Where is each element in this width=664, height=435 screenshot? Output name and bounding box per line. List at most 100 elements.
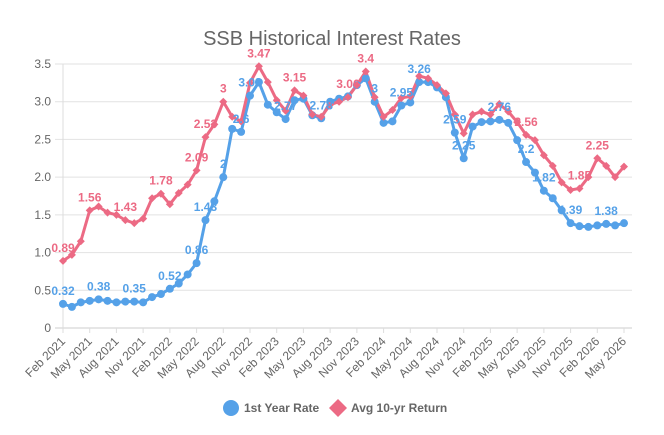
data-point (522, 130, 531, 139)
legend-item-1st-year-rate[interactable]: 1st Year Rate (244, 401, 319, 415)
data-point (246, 91, 254, 100)
series-layer (59, 62, 628, 311)
data-label: 0.89 (51, 241, 75, 255)
data-point (326, 100, 335, 109)
data-labels: 0.32 0.38 0.35 0.520.86 1.43 2 2.6 3.08 2.77 2.78… (51, 46, 618, 298)
data-point (281, 106, 290, 115)
data-point (219, 173, 228, 182)
data-point (183, 180, 192, 189)
data-label: 0.35 (123, 282, 147, 296)
data-label: 3.06 (336, 77, 360, 91)
data-point (85, 206, 94, 215)
data-label: 3 (371, 82, 378, 96)
data-point (468, 122, 477, 131)
series-line-1 (62, 64, 626, 263)
data-point (459, 154, 468, 163)
data-point (593, 221, 602, 230)
data-point (254, 78, 263, 87)
data-point (602, 161, 611, 170)
data-point (566, 185, 575, 194)
y-tick-label: 3.0 (34, 95, 51, 109)
data-point (486, 117, 495, 126)
data-point (397, 101, 406, 110)
data-point (219, 97, 228, 106)
data-point (183, 270, 192, 279)
data-point (433, 81, 441, 90)
data-point (611, 221, 620, 230)
data-label: 2.53 (194, 117, 218, 131)
data-label: 1.78 (149, 174, 173, 188)
data-point (192, 166, 201, 175)
data-label: 2.78 (310, 98, 334, 112)
data-point (352, 81, 361, 90)
data-point (370, 93, 379, 102)
data-point (94, 202, 103, 211)
data-label: 3.08 (238, 76, 262, 90)
data-point (263, 78, 272, 87)
data-point (361, 74, 370, 83)
data-point (130, 219, 139, 228)
data-point (557, 206, 566, 215)
data-point (388, 117, 397, 126)
data-label: 3.15 (283, 70, 307, 84)
data-point (513, 136, 522, 145)
data-point (156, 189, 165, 198)
data-point (156, 290, 165, 299)
data-label: 2.77 (274, 99, 298, 113)
data-point (388, 106, 397, 115)
data-point (620, 219, 628, 228)
data-point (584, 222, 593, 231)
data-point (281, 115, 290, 124)
data-point (424, 74, 433, 83)
legend[interactable]: 1st Year Rate Avg 10-yr Return (223, 399, 447, 417)
data-point (495, 99, 504, 108)
data-point (85, 296, 94, 305)
data-point (290, 96, 299, 105)
data-label: 0.32 (51, 284, 75, 298)
data-label: 3.47 (247, 46, 271, 60)
data-point (415, 78, 424, 87)
data-point (593, 154, 602, 163)
data-point (94, 295, 103, 304)
data-point (379, 118, 388, 127)
data-point (415, 72, 424, 81)
data-point (468, 110, 477, 119)
data-point (76, 237, 85, 246)
data-point (174, 188, 183, 197)
data-point (575, 184, 584, 193)
data-point (254, 62, 263, 71)
data-point (575, 222, 584, 231)
data-point (59, 299, 67, 308)
y-tick-label: 0.5 (34, 283, 51, 297)
data-point (504, 107, 513, 116)
data-label: 1.39 (559, 203, 583, 217)
data-point (477, 107, 486, 116)
data-point (103, 296, 112, 305)
data-label: 3.26 (408, 62, 432, 76)
data-point (317, 112, 326, 121)
legend-item-avg-10yr-return[interactable]: Avg 10-yr Return (351, 401, 447, 415)
y-tick-label: 1.5 (34, 208, 51, 222)
data-point (67, 250, 76, 259)
chart-title: SSB Historical Interest Rates (203, 28, 461, 50)
y-tick-label: 2.5 (34, 132, 51, 146)
data-point (459, 129, 468, 138)
data-label: 1.85 (568, 168, 592, 182)
data-point (121, 297, 130, 306)
data-point (139, 298, 148, 307)
data-label: 1.38 (595, 204, 619, 218)
data-point (602, 219, 611, 228)
data-point (121, 216, 130, 225)
data-point (566, 219, 575, 228)
data-label: 1.82 (532, 171, 556, 185)
data-point (620, 162, 628, 171)
data-point (165, 200, 174, 209)
data-label: 0.52 (158, 269, 182, 283)
data-point (397, 93, 406, 102)
legend-circle-icon (223, 400, 239, 416)
data-point (228, 112, 237, 121)
data-point (343, 93, 352, 102)
data-point (165, 284, 174, 293)
data-point (406, 98, 415, 107)
